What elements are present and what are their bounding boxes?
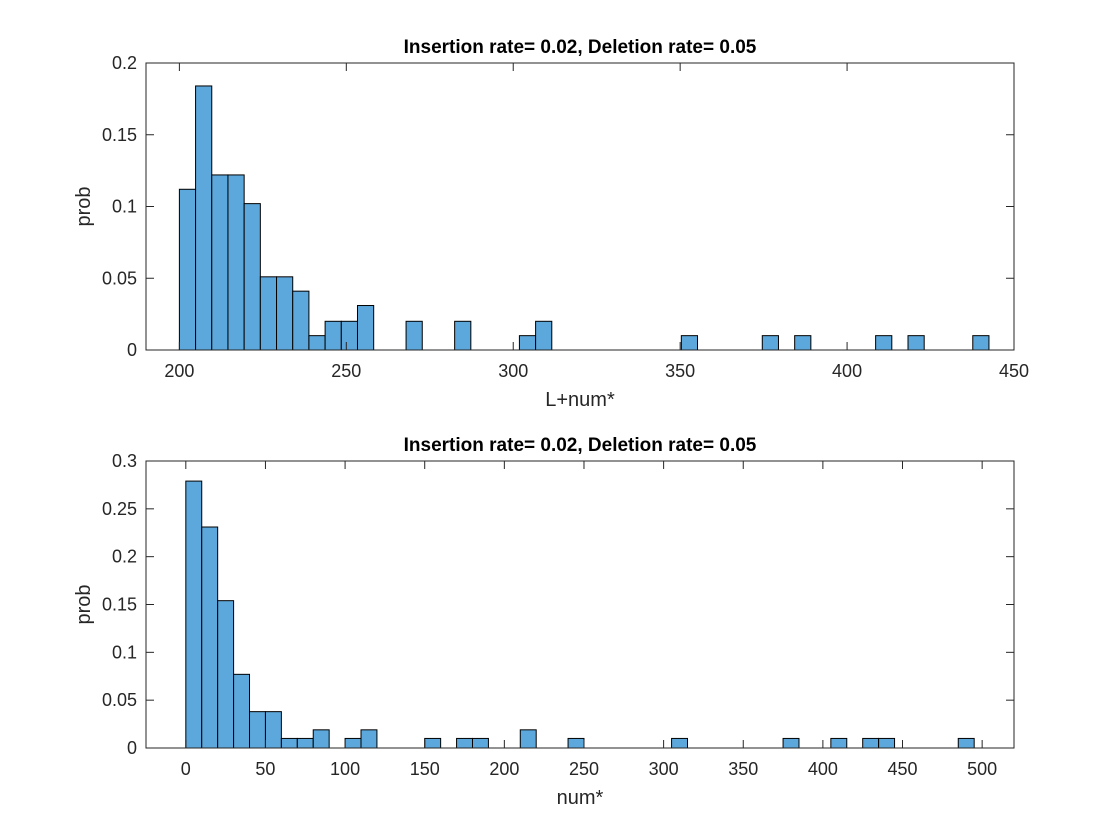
histogram-bar: [249, 711, 266, 749]
ticks: 200 250 300 350 400 450 0 0.05 0.1 0.15 0.2: [102, 53, 1029, 381]
histogram-bar: [794, 335, 812, 351]
bars: [178, 85, 990, 351]
histogram-bar: [456, 737, 473, 749]
histogram-bar: [518, 335, 537, 351]
histogram-bar: [280, 737, 298, 749]
histogram-bar: [519, 729, 537, 749]
y-tick-label: 0: [127, 738, 137, 758]
histogram-bar: [211, 174, 229, 351]
histogram-bar: [185, 480, 203, 749]
y-axis-label: prob: [73, 584, 95, 624]
histogram-bar: [227, 174, 245, 351]
x-tick-label: 300: [649, 759, 679, 779]
y-tick-label: 0.15: [102, 595, 137, 615]
histogram-bar: [217, 600, 235, 749]
y-tick-label: 0.05: [102, 690, 137, 710]
y-axis-label: prob: [73, 186, 95, 226]
histogram-bar: [292, 290, 310, 351]
x-tick-label: 500: [967, 759, 997, 779]
x-tick-label: 250: [569, 759, 599, 779]
histogram-bar: [878, 737, 896, 749]
histogram-bar: [360, 729, 378, 749]
y-tick-label: 0.05: [102, 268, 137, 288]
x-axis-label: L+num*: [545, 389, 615, 411]
chart-title: Insertion rate= 0.02, Deletion rate= 0.0…: [404, 435, 757, 456]
histogram-bar: [972, 335, 990, 351]
x-tick-label: 250: [331, 361, 361, 381]
y-tick-label: 0: [127, 340, 137, 360]
histogram-bar: [567, 737, 585, 749]
x-axis-label: num*: [557, 787, 604, 809]
histogram-bar: [830, 737, 848, 749]
y-tick-label: 0.2: [112, 53, 137, 73]
x-tick-label: 400: [832, 361, 862, 381]
histogram-bar: [259, 276, 278, 351]
chart-bottom: Insertion rate= 0.02, Deletion rate= 0.0…: [73, 435, 1015, 809]
histogram-bar: [680, 335, 699, 351]
histogram-bar: [862, 737, 880, 749]
histogram-bar: [671, 737, 689, 749]
bars: [185, 480, 975, 749]
y-tick-label: 0.25: [102, 499, 137, 519]
x-tick-label: 400: [808, 759, 838, 779]
chart-top: Insertion rate= 0.02, Deletion rate= 0.0…: [73, 37, 1029, 411]
histogram-bar: [454, 320, 472, 351]
axes-box: [145, 460, 1015, 749]
histogram-bar: [264, 711, 282, 749]
histogram-bar: [296, 737, 314, 749]
x-tick-label: 200: [164, 361, 194, 381]
x-tick-label: 300: [498, 361, 528, 381]
histogram-bar: [340, 320, 358, 351]
histogram-bar: [356, 305, 375, 351]
histogram-bar: [178, 188, 197, 351]
y-tick-label: 0.3: [112, 451, 137, 471]
histogram-bar: [344, 737, 362, 749]
histogram-bar: [957, 737, 975, 749]
histogram-bar: [405, 320, 423, 351]
x-tick-label: 350: [665, 361, 695, 381]
histogram-bar: [276, 276, 294, 351]
chart-title: Insertion rate= 0.02, Deletion rate= 0.0…: [404, 37, 757, 58]
histogram-bar: [471, 737, 489, 749]
x-tick-label: 150: [410, 759, 440, 779]
histogram-bar: [201, 526, 219, 749]
x-tick-label: 450: [887, 759, 917, 779]
histogram-bar: [308, 335, 326, 351]
y-tick-label: 0.15: [102, 125, 137, 145]
histogram-bar: [907, 335, 925, 351]
histogram-bar: [875, 335, 893, 351]
x-tick-label: 100: [330, 759, 360, 779]
x-tick-label: 350: [728, 759, 758, 779]
histogram-bar: [761, 335, 779, 351]
histogram-bar: [324, 320, 342, 351]
y-tick-label: 0.1: [112, 642, 137, 662]
histogram-bar: [312, 729, 330, 749]
histogram-bar: [535, 320, 553, 351]
x-tick-label: 200: [489, 759, 519, 779]
y-tick-label: 0.2: [112, 547, 137, 567]
x-tick-label: 450: [999, 361, 1029, 381]
y-tick-label: 0.1: [112, 197, 137, 217]
histogram-bar: [233, 673, 251, 749]
x-tick-label: 0: [181, 759, 191, 779]
histogram-bar: [424, 737, 442, 749]
histogram-bar: [195, 85, 213, 351]
ticks: 0 50 100 150 200 250 300 350 400 450 500 0 0.05 0.1 0.…: [102, 451, 1014, 779]
histogram-bar: [243, 203, 261, 351]
histogram-bar: [782, 737, 800, 749]
x-tick-label: 50: [255, 759, 275, 779]
